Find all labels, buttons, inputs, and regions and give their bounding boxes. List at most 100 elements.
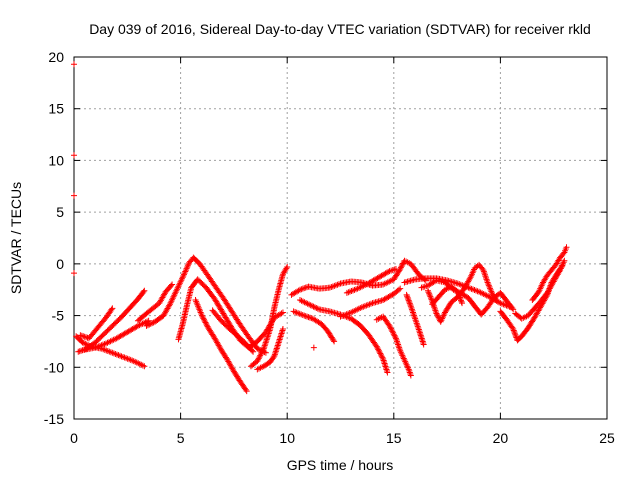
series-track-14 bbox=[296, 297, 391, 376]
data-point bbox=[199, 313, 206, 320]
data-point bbox=[181, 269, 188, 276]
data-point bbox=[143, 322, 150, 329]
data-point bbox=[561, 257, 568, 264]
data-point bbox=[254, 345, 261, 352]
data-point bbox=[404, 293, 411, 300]
x-tick-label: 15 bbox=[386, 430, 402, 446]
data-point bbox=[373, 343, 380, 350]
data-point bbox=[390, 329, 397, 336]
data-point bbox=[279, 326, 286, 333]
data-point bbox=[78, 332, 85, 339]
data-point bbox=[302, 313, 309, 320]
data-point bbox=[169, 296, 176, 303]
data-point bbox=[179, 275, 186, 282]
data-point bbox=[306, 314, 313, 321]
data-point bbox=[379, 354, 386, 361]
data-point bbox=[427, 293, 434, 300]
data-point bbox=[255, 346, 262, 353]
data-point bbox=[279, 309, 286, 316]
data-point bbox=[511, 328, 518, 335]
series-track-12 bbox=[288, 257, 429, 298]
data-point bbox=[375, 347, 382, 354]
data-point bbox=[109, 305, 116, 312]
data-point bbox=[198, 312, 205, 319]
data-point bbox=[169, 281, 176, 288]
data-point bbox=[255, 356, 262, 363]
data-point bbox=[512, 331, 519, 338]
data-point bbox=[169, 295, 176, 302]
data-point bbox=[108, 306, 115, 313]
data-point bbox=[310, 303, 317, 310]
data-point bbox=[458, 298, 465, 305]
data-point bbox=[298, 286, 305, 293]
data-point bbox=[77, 332, 84, 339]
data-point bbox=[310, 344, 317, 351]
data-point bbox=[149, 320, 156, 327]
data-point bbox=[270, 354, 277, 361]
data-point bbox=[80, 340, 87, 347]
data-point bbox=[433, 310, 440, 317]
data-point bbox=[399, 261, 406, 268]
series-track-9 bbox=[209, 307, 257, 355]
series-track-17 bbox=[373, 313, 414, 379]
data-point bbox=[177, 278, 184, 285]
data-point bbox=[71, 270, 77, 277]
data-point bbox=[385, 268, 392, 275]
data-point bbox=[299, 285, 306, 292]
data-point bbox=[201, 318, 208, 325]
data-point bbox=[378, 353, 385, 360]
data-point bbox=[386, 322, 393, 329]
data-point bbox=[391, 332, 398, 339]
data-point bbox=[178, 277, 185, 284]
data-point bbox=[259, 348, 266, 355]
data-point bbox=[307, 302, 314, 309]
data-point bbox=[510, 306, 517, 313]
data-point bbox=[144, 322, 151, 329]
data-point bbox=[168, 298, 175, 305]
data-point bbox=[512, 333, 519, 340]
data-point bbox=[457, 297, 464, 304]
y-tick-label: 10 bbox=[48, 152, 64, 168]
data-point bbox=[174, 286, 181, 293]
data-point bbox=[145, 317, 152, 324]
y-tick-label: -15 bbox=[44, 411, 64, 427]
data-point bbox=[258, 349, 265, 356]
data-point bbox=[180, 272, 187, 279]
data-point bbox=[257, 351, 264, 358]
data-point bbox=[405, 296, 412, 303]
data-point bbox=[509, 305, 516, 312]
data-point bbox=[455, 291, 462, 298]
series-track-11 bbox=[254, 326, 286, 373]
data-point bbox=[255, 355, 262, 362]
data-point bbox=[406, 298, 413, 305]
data-point bbox=[78, 347, 85, 354]
x-tick-label: 5 bbox=[177, 430, 185, 446]
data-point bbox=[390, 331, 397, 338]
data-point bbox=[563, 244, 570, 251]
data-point bbox=[171, 292, 178, 299]
series-track-10 bbox=[247, 263, 291, 370]
data-point bbox=[456, 294, 463, 301]
data-point bbox=[168, 282, 175, 289]
data-point bbox=[435, 314, 442, 321]
data-point bbox=[331, 338, 338, 345]
isolated-points bbox=[71, 61, 317, 351]
data-point bbox=[75, 348, 82, 355]
data-point bbox=[172, 289, 179, 296]
data-point bbox=[167, 299, 174, 306]
data-point bbox=[376, 349, 383, 356]
data-point bbox=[459, 300, 466, 307]
data-point bbox=[311, 304, 318, 311]
data-point bbox=[426, 290, 433, 297]
data-point bbox=[79, 339, 86, 346]
y-tick-label: 5 bbox=[56, 204, 64, 220]
data-point bbox=[387, 324, 394, 331]
y-tick-label: 0 bbox=[56, 256, 64, 272]
x-tick-label: 10 bbox=[279, 430, 295, 446]
series-track-25 bbox=[529, 244, 570, 304]
data-point bbox=[434, 311, 441, 318]
data-point bbox=[200, 315, 207, 322]
data-point bbox=[406, 300, 413, 307]
data-points bbox=[71, 61, 570, 395]
x-tick-label: 0 bbox=[70, 430, 78, 446]
